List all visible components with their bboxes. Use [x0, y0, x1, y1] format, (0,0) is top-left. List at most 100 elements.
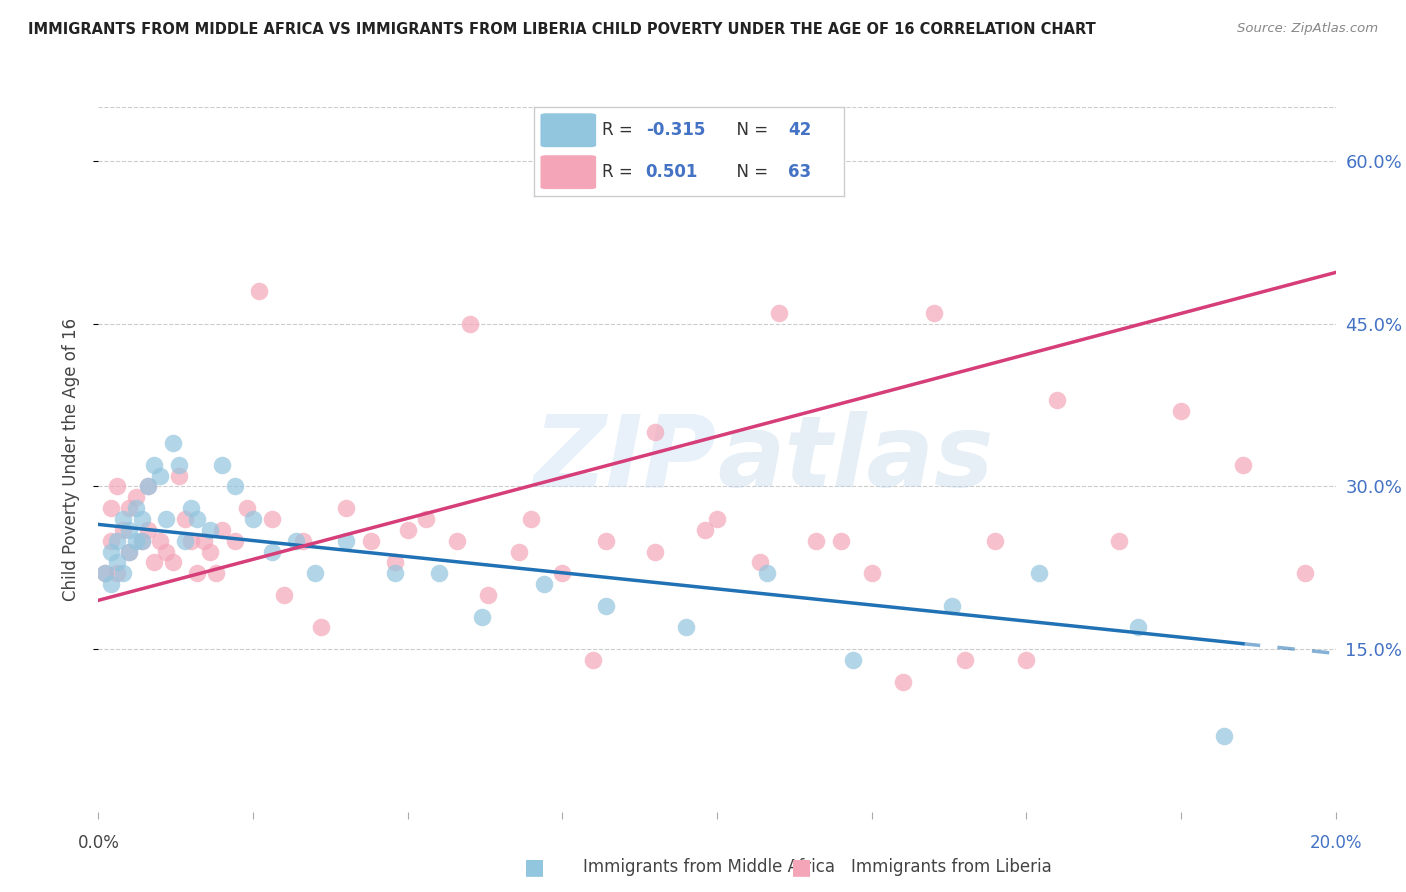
- Point: [309, 620, 332, 634]
- Point: [335, 501, 357, 516]
- Text: Immigrants from Liberia: Immigrants from Liberia: [851, 858, 1052, 876]
- Point: [131, 512, 153, 526]
- FancyBboxPatch shape: [540, 155, 596, 189]
- Point: [100, 533, 122, 548]
- Point: [520, 512, 543, 526]
- Point: [595, 599, 617, 613]
- Point: [644, 544, 666, 558]
- Text: 20.0%: 20.0%: [1309, 834, 1362, 852]
- Point: [984, 533, 1007, 548]
- Point: [1294, 566, 1316, 581]
- Point: [136, 479, 159, 493]
- Point: [112, 566, 135, 581]
- Point: [131, 533, 153, 548]
- Point: [693, 523, 716, 537]
- Point: [360, 533, 382, 548]
- Point: [749, 555, 772, 569]
- Point: [118, 544, 141, 558]
- Text: ■: ■: [524, 857, 544, 877]
- Point: [1170, 403, 1192, 417]
- Point: [415, 512, 437, 526]
- Point: [804, 533, 827, 548]
- Point: [136, 479, 159, 493]
- Point: [118, 544, 141, 558]
- Text: R =: R =: [602, 120, 638, 139]
- Y-axis label: Child Poverty Under the Age of 16: Child Poverty Under the Age of 16: [62, 318, 80, 601]
- Point: [706, 512, 728, 526]
- Point: [922, 306, 945, 320]
- Point: [180, 501, 202, 516]
- Point: [93, 566, 115, 581]
- Point: [105, 555, 128, 569]
- Point: [124, 533, 146, 548]
- Point: [396, 523, 419, 537]
- Point: [236, 501, 259, 516]
- Point: [891, 674, 914, 689]
- Point: [1046, 392, 1069, 407]
- Text: Immigrants from Middle Africa: Immigrants from Middle Africa: [583, 858, 835, 876]
- Point: [1015, 653, 1038, 667]
- FancyBboxPatch shape: [540, 113, 596, 147]
- Point: [1108, 533, 1130, 548]
- Point: [211, 458, 233, 472]
- Point: [830, 533, 852, 548]
- Point: [224, 479, 246, 493]
- Point: [335, 533, 357, 548]
- Text: Source: ZipAtlas.com: Source: ZipAtlas.com: [1237, 22, 1378, 36]
- Point: [118, 523, 141, 537]
- Point: [155, 512, 177, 526]
- Point: [211, 523, 233, 537]
- Point: [167, 468, 190, 483]
- Point: [205, 566, 228, 581]
- Point: [224, 533, 246, 548]
- Point: [842, 653, 865, 667]
- Point: [260, 512, 283, 526]
- Point: [446, 533, 468, 548]
- Point: [149, 533, 172, 548]
- Point: [551, 566, 574, 581]
- Point: [149, 468, 172, 483]
- Point: [644, 425, 666, 440]
- Point: [186, 512, 208, 526]
- Point: [180, 533, 202, 548]
- Point: [953, 653, 976, 667]
- Point: [143, 458, 166, 472]
- Point: [162, 555, 184, 569]
- Point: [247, 285, 270, 299]
- Point: [136, 523, 159, 537]
- Point: [1213, 729, 1236, 743]
- Point: [384, 566, 406, 581]
- Text: 42: 42: [787, 120, 811, 139]
- Text: atlas: atlas: [717, 411, 994, 508]
- Point: [1232, 458, 1254, 472]
- Point: [273, 588, 295, 602]
- Point: [198, 544, 221, 558]
- Point: [167, 458, 190, 472]
- Point: [860, 566, 883, 581]
- Point: [477, 588, 499, 602]
- Point: [105, 533, 128, 548]
- Point: [162, 436, 184, 450]
- Point: [582, 653, 605, 667]
- Point: [471, 609, 494, 624]
- Text: R =: R =: [602, 162, 644, 181]
- Point: [93, 566, 115, 581]
- Point: [285, 533, 308, 548]
- Point: [242, 512, 264, 526]
- Point: [675, 620, 697, 634]
- Point: [118, 501, 141, 516]
- Point: [100, 577, 122, 591]
- Point: [100, 544, 122, 558]
- Point: [143, 555, 166, 569]
- Point: [155, 544, 177, 558]
- Point: [291, 533, 314, 548]
- Point: [941, 599, 963, 613]
- Point: [508, 544, 530, 558]
- Point: [198, 523, 221, 537]
- Point: [131, 533, 153, 548]
- Point: [100, 501, 122, 516]
- Point: [1028, 566, 1050, 581]
- Point: [124, 501, 146, 516]
- Point: [427, 566, 450, 581]
- Text: N =: N =: [725, 120, 773, 139]
